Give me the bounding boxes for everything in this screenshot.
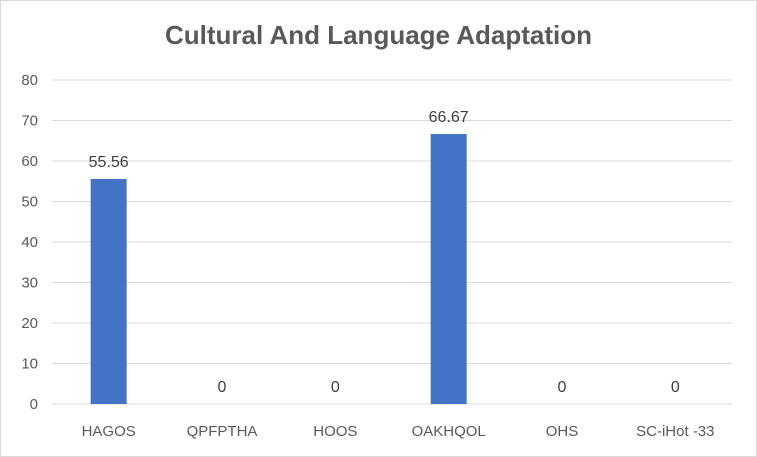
y-axis-ticks: 0 10 20 30 40 50 60 70 80	[21, 72, 38, 413]
y-tick-label: 60	[21, 153, 38, 170]
y-tick-label: 80	[21, 72, 38, 89]
y-tick-label: 70	[21, 113, 38, 130]
bars	[90, 133, 467, 404]
category-label: SC-iHot -33	[636, 423, 714, 440]
data-label: 0	[218, 379, 227, 396]
data-label: 0	[331, 379, 340, 396]
y-tick-label: 20	[21, 315, 38, 332]
data-labels: 55.56 0 0 66.67 0 0	[89, 109, 680, 396]
bar-oakhqol	[430, 133, 467, 404]
y-tick-label: 50	[21, 194, 38, 211]
chart-title: Cultural And Language Adaptation	[164, 20, 593, 50]
category-label: OHS	[546, 423, 579, 440]
data-label: 0	[671, 379, 680, 396]
data-label: 66.67	[429, 109, 469, 126]
y-tick-label: 0	[30, 396, 38, 413]
x-axis-categories: HAGOS QPFPTHA HOOS OAKHQOL OHS SC-iHot -33	[82, 423, 715, 440]
category-label: OAKHQOL	[412, 423, 486, 440]
category-label: HAGOS	[82, 423, 136, 440]
category-label: QPFPTHA	[187, 423, 258, 440]
y-tick-label: 30	[21, 275, 38, 292]
category-label: HOOS	[313, 423, 357, 440]
y-tick-label: 10	[21, 356, 38, 373]
bar-hagos	[90, 178, 127, 404]
y-tick-label: 40	[21, 234, 38, 251]
data-label: 55.56	[89, 154, 129, 171]
data-label: 0	[558, 379, 567, 396]
gridlines	[52, 79, 732, 405]
